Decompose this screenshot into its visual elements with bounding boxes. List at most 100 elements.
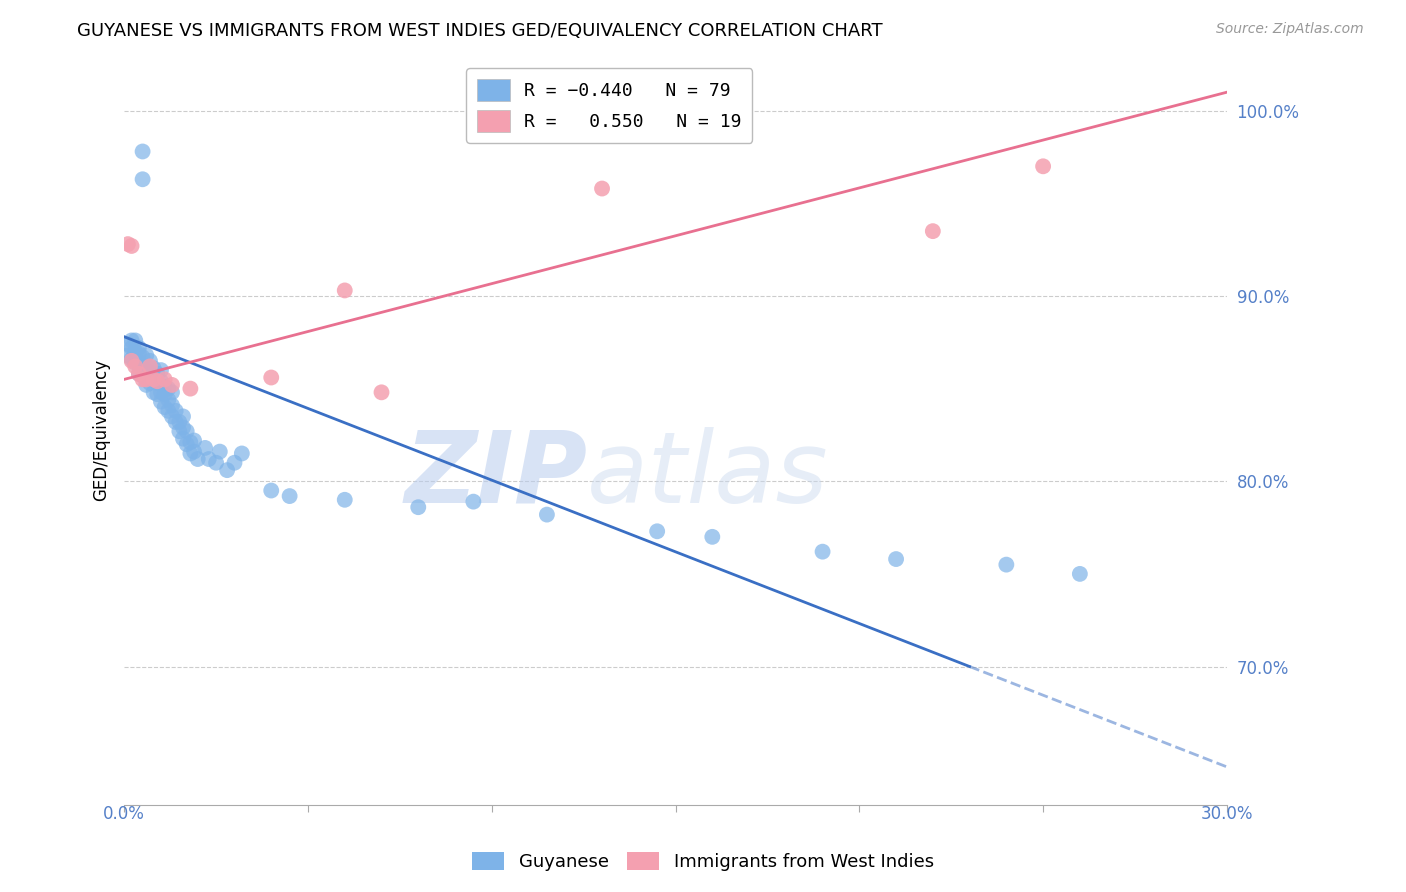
Point (153, 372, 176, 386)
Point (333, 284, 356, 298)
Point (149, 363, 172, 377)
Point (142, 370, 165, 384)
Point (146, 387, 169, 401)
Point (131, 350, 153, 364)
Point (139, 367, 162, 381)
Point (135, 348, 157, 362)
Point (260, 483, 283, 498)
Point (131, 145, 153, 159)
Point (160, 385, 183, 400)
Point (135, 359, 157, 374)
Point (128, 341, 150, 355)
Point (183, 434, 205, 448)
Point (278, 489, 301, 503)
Text: GUYANESE VS IMMIGRANTS FROM WEST INDIES GED/EQUIVALENCY CORRELATION CHART: GUYANESE VS IMMIGRANTS FROM WEST INDIES … (77, 22, 883, 40)
Point (165, 415, 187, 429)
Point (142, 361, 165, 376)
Point (172, 420, 194, 434)
Point (153, 380, 176, 394)
Point (117, 237, 139, 252)
Point (179, 446, 201, 460)
Point (131, 372, 153, 386)
Point (197, 452, 219, 467)
Point (146, 367, 169, 381)
Point (179, 382, 201, 396)
Point (172, 432, 194, 446)
Point (702, 530, 724, 544)
Point (333, 492, 356, 507)
Point (169, 415, 191, 429)
Point (172, 409, 194, 424)
Point (205, 456, 228, 470)
Point (128, 367, 150, 381)
Point (176, 437, 198, 451)
Point (121, 354, 143, 368)
Point (135, 372, 157, 386)
Point (146, 374, 169, 388)
Point (139, 365, 162, 379)
Point (194, 441, 217, 455)
Point (139, 354, 162, 368)
Point (124, 344, 146, 359)
Point (157, 404, 180, 418)
Point (811, 544, 834, 558)
Point (591, 181, 613, 195)
Point (260, 370, 283, 384)
Point (139, 376, 162, 390)
Point (139, 359, 162, 374)
Point (160, 409, 183, 424)
Point (121, 239, 143, 253)
Point (884, 552, 907, 566)
Point (179, 435, 201, 450)
Point (142, 385, 165, 400)
Point (117, 348, 139, 362)
Point (153, 400, 176, 414)
Legend: Guyanese, Immigrants from West Indies: Guyanese, Immigrants from West Indies (465, 845, 941, 879)
Point (183, 444, 205, 458)
Point (645, 524, 668, 539)
Point (1069, 566, 1091, 581)
Point (224, 456, 246, 470)
Point (463, 494, 485, 508)
Point (149, 374, 172, 388)
Point (121, 341, 143, 355)
Point (124, 334, 146, 348)
Point (124, 359, 146, 374)
Point (142, 372, 165, 386)
Legend: R = −0.440   N = 79, R =   0.550   N = 19: R = −0.440 N = 79, R = 0.550 N = 19 (467, 68, 752, 143)
Point (146, 376, 169, 390)
Point (131, 359, 153, 374)
Point (169, 424, 191, 438)
Point (231, 446, 253, 460)
Point (121, 334, 143, 348)
Point (1032, 159, 1054, 173)
Point (160, 398, 183, 412)
Point (176, 424, 198, 438)
Point (536, 508, 558, 522)
Point (117, 337, 139, 351)
Point (370, 385, 392, 400)
Point (131, 172, 153, 186)
Point (128, 356, 150, 370)
Point (406, 500, 429, 515)
Point (128, 346, 150, 360)
Point (135, 378, 157, 392)
Point (160, 378, 183, 392)
Point (921, 224, 943, 238)
Point (165, 404, 187, 418)
Point (135, 368, 157, 383)
Point (187, 452, 209, 467)
Point (124, 346, 146, 360)
Point (149, 385, 172, 400)
Point (124, 356, 146, 370)
Point (157, 392, 180, 407)
Point (131, 368, 153, 383)
Text: ZIP: ZIP (405, 427, 588, 524)
Text: atlas: atlas (588, 427, 830, 524)
Text: 0.0%: 0.0% (103, 805, 145, 823)
Point (995, 558, 1018, 572)
Point (149, 394, 172, 409)
Text: Source: ZipAtlas.com: Source: ZipAtlas.com (1216, 22, 1364, 37)
Y-axis label: GED/Equivalency: GED/Equivalency (93, 359, 110, 501)
Point (121, 351, 143, 366)
